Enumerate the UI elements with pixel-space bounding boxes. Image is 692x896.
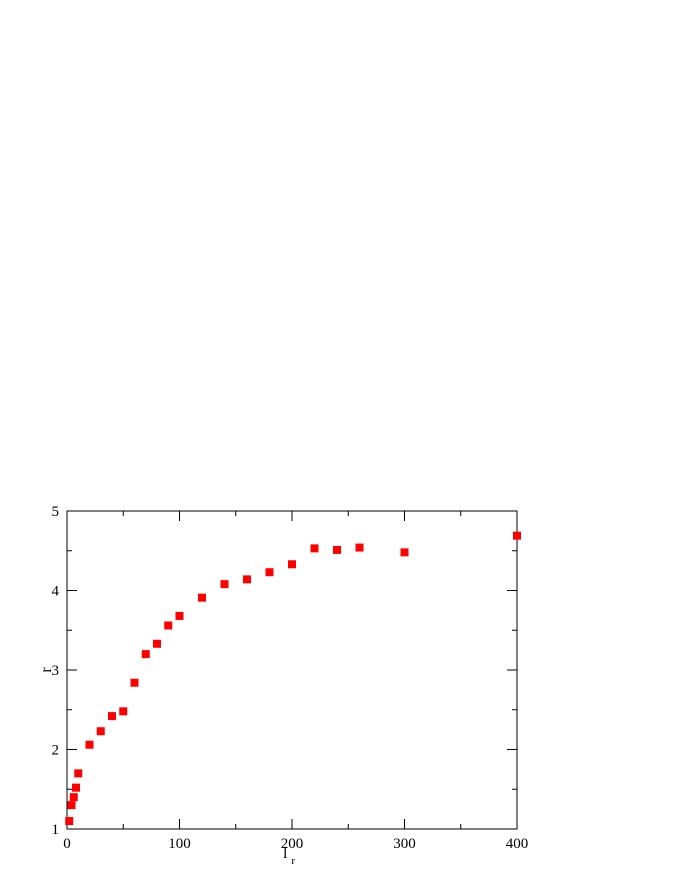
data-point: [85, 740, 94, 749]
data-point: [288, 560, 296, 569]
x-axis-label-subscript: r: [291, 855, 295, 867]
data-point: [513, 531, 521, 540]
plot-border: [66, 510, 518, 830]
data-point: [220, 580, 229, 589]
x-axis-label-main: l: [283, 845, 288, 862]
data-point: [141, 650, 150, 659]
data-point: [96, 727, 105, 736]
data-point: [153, 639, 161, 648]
x-tick-label: 400: [506, 836, 529, 852]
data-point: [355, 543, 364, 552]
data-point: [74, 769, 83, 778]
y-tick-label: 3: [52, 663, 60, 679]
y-tick-label: 1: [52, 822, 60, 838]
data-point: [333, 545, 341, 554]
data-point: [198, 593, 206, 602]
data-point: [108, 712, 116, 721]
data-points: [65, 531, 521, 826]
y-tick-label: 4: [52, 584, 60, 600]
y-tick-label: 2: [52, 743, 60, 759]
data-point: [265, 568, 274, 577]
data-point: [164, 621, 173, 630]
data-point: [65, 817, 74, 826]
data-point: [310, 544, 319, 553]
data-point: [67, 801, 76, 810]
x-tick-label: 0: [63, 836, 71, 852]
tick-labels: 0 100 200 300 400 1 2 3 4 5: [52, 504, 529, 852]
x-axis-label: l r: [283, 845, 295, 867]
data-point: [175, 611, 184, 620]
x-tick-label: 100: [168, 836, 191, 852]
data-point: [119, 707, 128, 716]
data-point: [72, 783, 80, 792]
plot-frame: [66, 510, 518, 830]
data-point: [69, 793, 78, 802]
data-point: [400, 548, 409, 557]
x-tick-label: 200: [281, 836, 304, 852]
data-point: [130, 678, 139, 687]
data-point: [243, 575, 251, 584]
y-tick-label: 5: [52, 504, 60, 520]
x-tick-label: 300: [393, 836, 416, 852]
axis-ticks: [66, 510, 518, 830]
y-axis-label: r: [38, 667, 55, 673]
